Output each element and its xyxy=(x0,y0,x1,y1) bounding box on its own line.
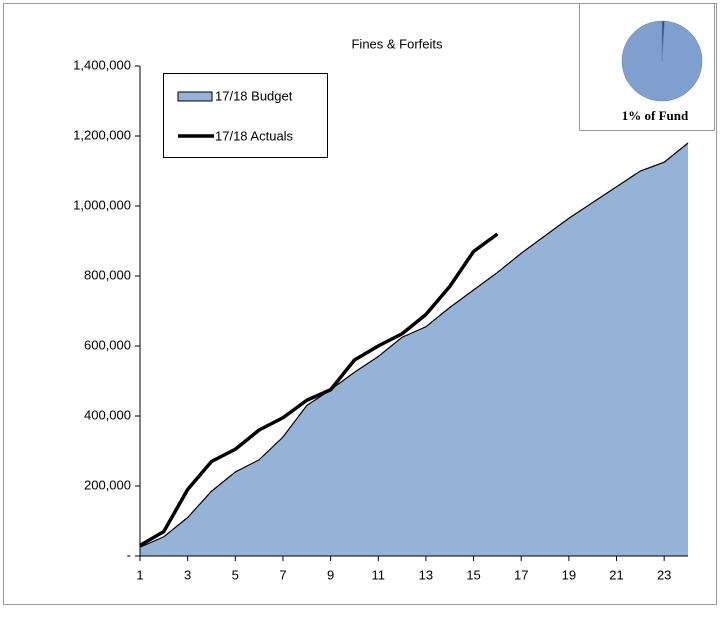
x-tick-label: 13 xyxy=(419,567,433,582)
legend-swatch xyxy=(177,91,213,102)
x-tick-label: 3 xyxy=(184,567,191,582)
x-tick-label: 1 xyxy=(136,567,143,582)
x-tick-label: 15 xyxy=(466,567,480,582)
legend-label: 17/18 Budget xyxy=(215,88,293,103)
chart-title: Fines & Forfeits xyxy=(351,36,443,51)
y-tick-label: 800,000 xyxy=(84,267,131,282)
y-tick-label: 1,200,000 xyxy=(73,127,131,142)
x-tick-label: 5 xyxy=(232,567,239,582)
pie-slice xyxy=(621,20,703,102)
x-tick-label: 11 xyxy=(372,567,386,582)
y-tick-label: 1,000,000 xyxy=(73,197,131,212)
legend-label: 17/18 Actuals xyxy=(215,128,294,143)
x-tick-label: 23 xyxy=(657,567,671,582)
y-tick-label: 200,000 xyxy=(84,477,131,492)
y-tick-label: 400,000 xyxy=(84,407,131,422)
area-edge xyxy=(139,142,689,548)
x-tick-label: 17 xyxy=(514,567,528,582)
pie-annotation: 1% of Fund xyxy=(622,108,689,123)
y-tick-label: - xyxy=(127,547,131,562)
y-tick-label: 1,400,000 xyxy=(73,57,131,72)
area xyxy=(140,143,688,556)
x-tick-label: 21 xyxy=(609,567,623,582)
line xyxy=(139,232,499,548)
y-tick-label: 600,000 xyxy=(84,337,131,352)
x-tick-label: 19 xyxy=(562,567,576,582)
x-tick-label: 9 xyxy=(327,567,334,582)
legend-box xyxy=(163,73,328,158)
x-tick-label: 7 xyxy=(279,567,286,582)
